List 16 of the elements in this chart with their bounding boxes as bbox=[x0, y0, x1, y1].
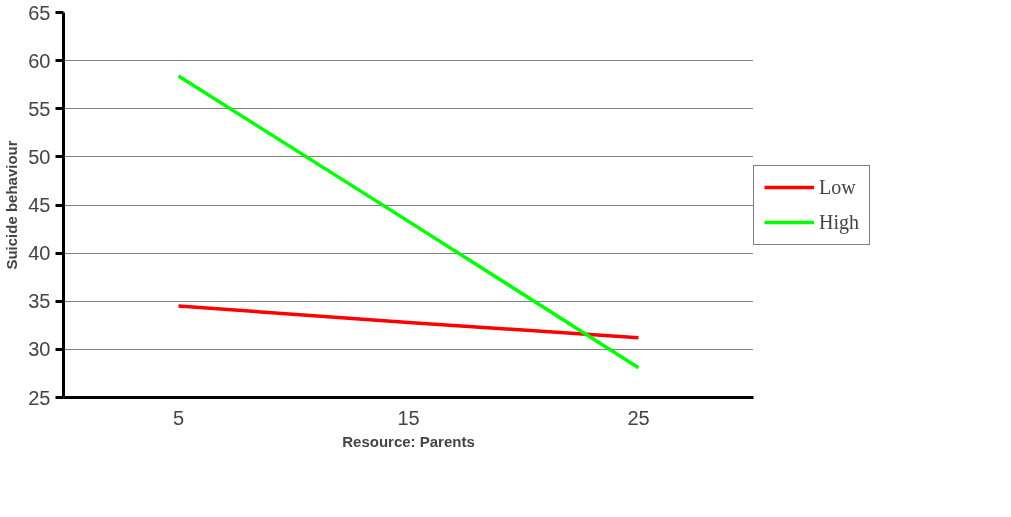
y-tick-label: 65 bbox=[28, 1, 51, 24]
y-tick-label: 35 bbox=[28, 290, 51, 313]
x-axis-title: Resource: Parents bbox=[342, 432, 475, 450]
y-tick-label: 60 bbox=[28, 49, 51, 72]
x-tick-label: 5 bbox=[172, 406, 185, 429]
y-tick-label: 50 bbox=[28, 145, 51, 168]
x-tick-label: 15 bbox=[397, 406, 420, 429]
y-tick-label: 25 bbox=[28, 386, 51, 409]
y-tick-label: 55 bbox=[28, 97, 51, 120]
y-tick-label: 40 bbox=[28, 242, 51, 265]
legend-label: Low bbox=[819, 175, 856, 199]
y-axis-title: Suicide behaviour bbox=[3, 140, 21, 270]
legend-label: High bbox=[819, 210, 859, 234]
y-tick-label: 30 bbox=[28, 338, 51, 361]
x-tick-label: 25 bbox=[627, 406, 650, 429]
y-tick-label: 45 bbox=[28, 194, 51, 216]
